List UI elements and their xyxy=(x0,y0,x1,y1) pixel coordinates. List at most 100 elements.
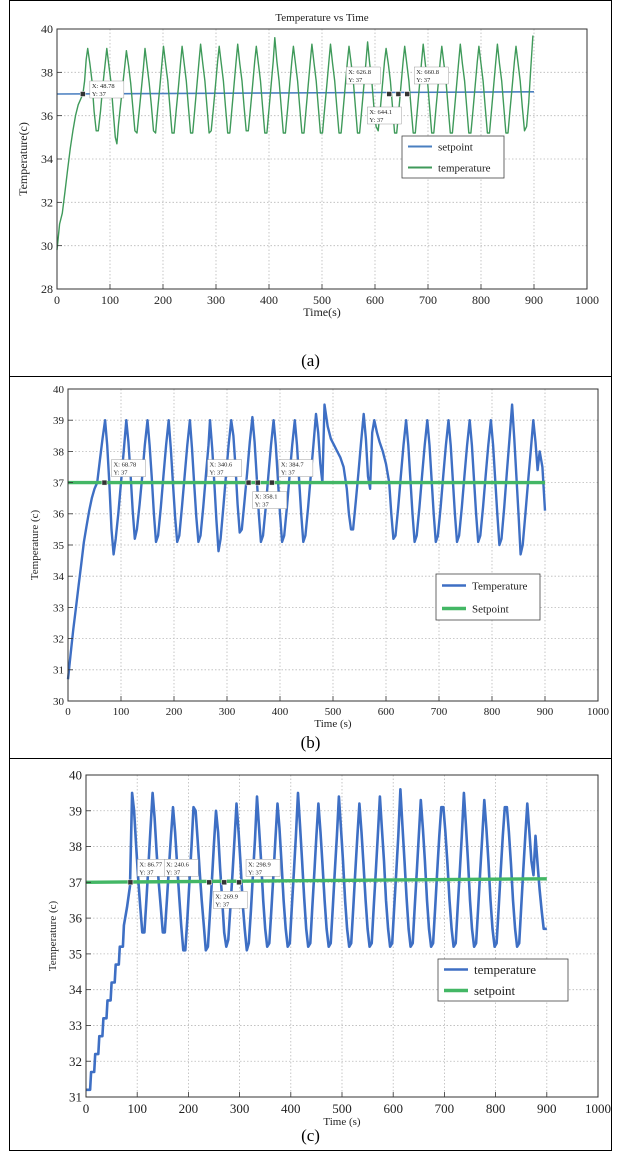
y-tick-label: 34 xyxy=(69,982,83,997)
x-tick-label: 700 xyxy=(431,706,448,718)
x-tick-label: 900 xyxy=(537,1101,557,1116)
panel-c-caption: (c) xyxy=(301,1126,320,1145)
x-axis-label: Time (s) xyxy=(314,718,352,730)
x-tick-label: 600 xyxy=(378,706,395,718)
x-axis-label: Time (s) xyxy=(323,1116,361,1128)
x-tick-label: 500 xyxy=(332,1101,352,1116)
legend-label-temperature: temperature xyxy=(438,162,491,174)
datatip-marker xyxy=(404,91,410,97)
x-tick-label: 200 xyxy=(166,706,183,718)
y-tick-label: 28 xyxy=(41,282,53,296)
y-tick-label: 40 xyxy=(41,22,53,36)
legend-label-temperature: temperature xyxy=(474,962,536,977)
datatip-y: Y: 37 xyxy=(215,901,230,908)
datatip-marker xyxy=(127,879,134,886)
datatip-marker xyxy=(245,479,252,486)
x-tick-label: 400 xyxy=(260,293,278,307)
series-line-setpoint xyxy=(85,877,547,884)
x-tick-label: 700 xyxy=(419,293,437,307)
datatip-x: X: 48.78 xyxy=(92,83,115,90)
y-tick-label: 37 xyxy=(69,875,83,890)
legend-box xyxy=(435,573,541,621)
datatip-marker xyxy=(395,91,402,97)
datatip-x: X: 340.6 xyxy=(210,462,234,469)
panel-c: 0 100 200 300 400 500 600 700 800 900 1000 31 32 33 34… xyxy=(10,759,611,1152)
datatip-x: X: 358.1 xyxy=(255,494,278,501)
datatip-box xyxy=(245,859,281,877)
x-tick-label: 0 xyxy=(54,293,60,307)
datatip-y: Y: 37 xyxy=(255,502,270,509)
y-tick-label: 30 xyxy=(53,696,65,708)
x-tick-label: 300 xyxy=(207,293,225,307)
datatip-box xyxy=(89,80,125,99)
x-tick-label: 100 xyxy=(127,1101,147,1116)
y-tick-label: 40 xyxy=(53,384,65,396)
datatip-y: Y: 37 xyxy=(416,77,431,84)
x-tick-label: 0 xyxy=(83,1101,90,1116)
y-tick-label: 35 xyxy=(53,540,65,552)
x-tick-label: 400 xyxy=(272,706,289,718)
x-tick-label: 1000 xyxy=(587,706,610,718)
x-tick-label: 400 xyxy=(281,1101,301,1116)
legend-label-setpoint: setpoint xyxy=(438,141,473,153)
panel-a: 0 100 200 300 400 500 600 700 800 900 1000 28 30 32 34… xyxy=(10,1,611,377)
datatip-x: X: 86.77 xyxy=(139,861,163,868)
x-tick-label: 600 xyxy=(383,1101,403,1116)
x-tick-label: 300 xyxy=(230,1101,250,1116)
y-tick-label: 36 xyxy=(69,911,83,926)
x-tick-label: 100 xyxy=(101,293,119,307)
y-tick-label: 32 xyxy=(53,633,64,645)
chart-a: 0 100 200 300 400 500 600 700 800 900 1000 28 30 32 34… xyxy=(16,12,599,319)
x-tick-label: 900 xyxy=(525,293,543,307)
datatip-marker xyxy=(255,479,261,486)
datatip-x: X: 298.9 xyxy=(248,861,271,868)
datatip-marker xyxy=(236,879,242,886)
y-tick-label: 32 xyxy=(41,196,53,210)
datatip-box xyxy=(367,106,402,125)
x-tick-label: 900 xyxy=(537,706,554,718)
datatip-y: Y: 37 xyxy=(139,869,154,876)
y-tick-label: 36 xyxy=(41,109,53,123)
y-axis-label: Temperature(c) xyxy=(16,122,30,196)
chart-b: 0 100 200 300 400 500 600 700 800 900 1000 30 31 32 33… xyxy=(29,384,610,730)
datatip-box xyxy=(278,459,314,477)
y-tick-label: 30 xyxy=(41,239,53,253)
series-line-temperature xyxy=(66,403,547,680)
x-tick-label: 200 xyxy=(179,1101,199,1116)
datatip-y: Y: 37 xyxy=(210,470,225,477)
y-tick-label: 39 xyxy=(53,415,65,427)
datatip-x: X: 68.78 xyxy=(113,462,136,469)
y-tick-label: 40 xyxy=(69,768,82,783)
datatip-y: Y: 37 xyxy=(248,869,263,876)
datatip-x: X: 240.6 xyxy=(166,861,190,868)
x-axis-label: Time(s) xyxy=(303,305,341,319)
y-tick-label: 38 xyxy=(53,446,65,458)
datatip-box xyxy=(414,66,449,85)
datatip-marker xyxy=(206,879,212,886)
y-tick-label: 32 xyxy=(69,1054,82,1069)
datatip-x: X: 626.8 xyxy=(348,69,371,76)
chart-title: Temperature vs Time xyxy=(275,12,368,24)
y-tick-label: 31 xyxy=(69,1090,82,1105)
legend-label-setpoint: setpoint xyxy=(474,983,516,998)
datatip-x: X: 660.8 xyxy=(416,69,439,76)
y-tick-label: 38 xyxy=(69,839,82,854)
y-tick-label: 34 xyxy=(41,152,53,166)
datatip-y: Y: 37 xyxy=(166,869,181,876)
datatip-box xyxy=(346,66,381,85)
x-tick-label: 600 xyxy=(366,293,384,307)
datatip-y: Y: 37 xyxy=(113,470,128,477)
datatip-box xyxy=(252,491,287,509)
y-tick-label: 33 xyxy=(69,1018,82,1033)
x-tick-label: 800 xyxy=(486,1101,506,1116)
chart-c: 0 100 200 300 400 500 600 700 800 900 1000 31 32 33 34… xyxy=(47,768,611,1128)
y-tick-label: 38 xyxy=(41,66,53,80)
datatip-marker xyxy=(80,91,86,97)
datatip-marker xyxy=(221,879,227,886)
datatip-y: Y: 37 xyxy=(92,91,107,98)
datatip-marker xyxy=(101,479,108,486)
x-tick-label: 500 xyxy=(325,706,342,718)
datatip-box xyxy=(207,459,242,477)
y-tick-label: 37 xyxy=(53,477,65,489)
legend-label-setpoint: Setpoint xyxy=(472,603,509,615)
